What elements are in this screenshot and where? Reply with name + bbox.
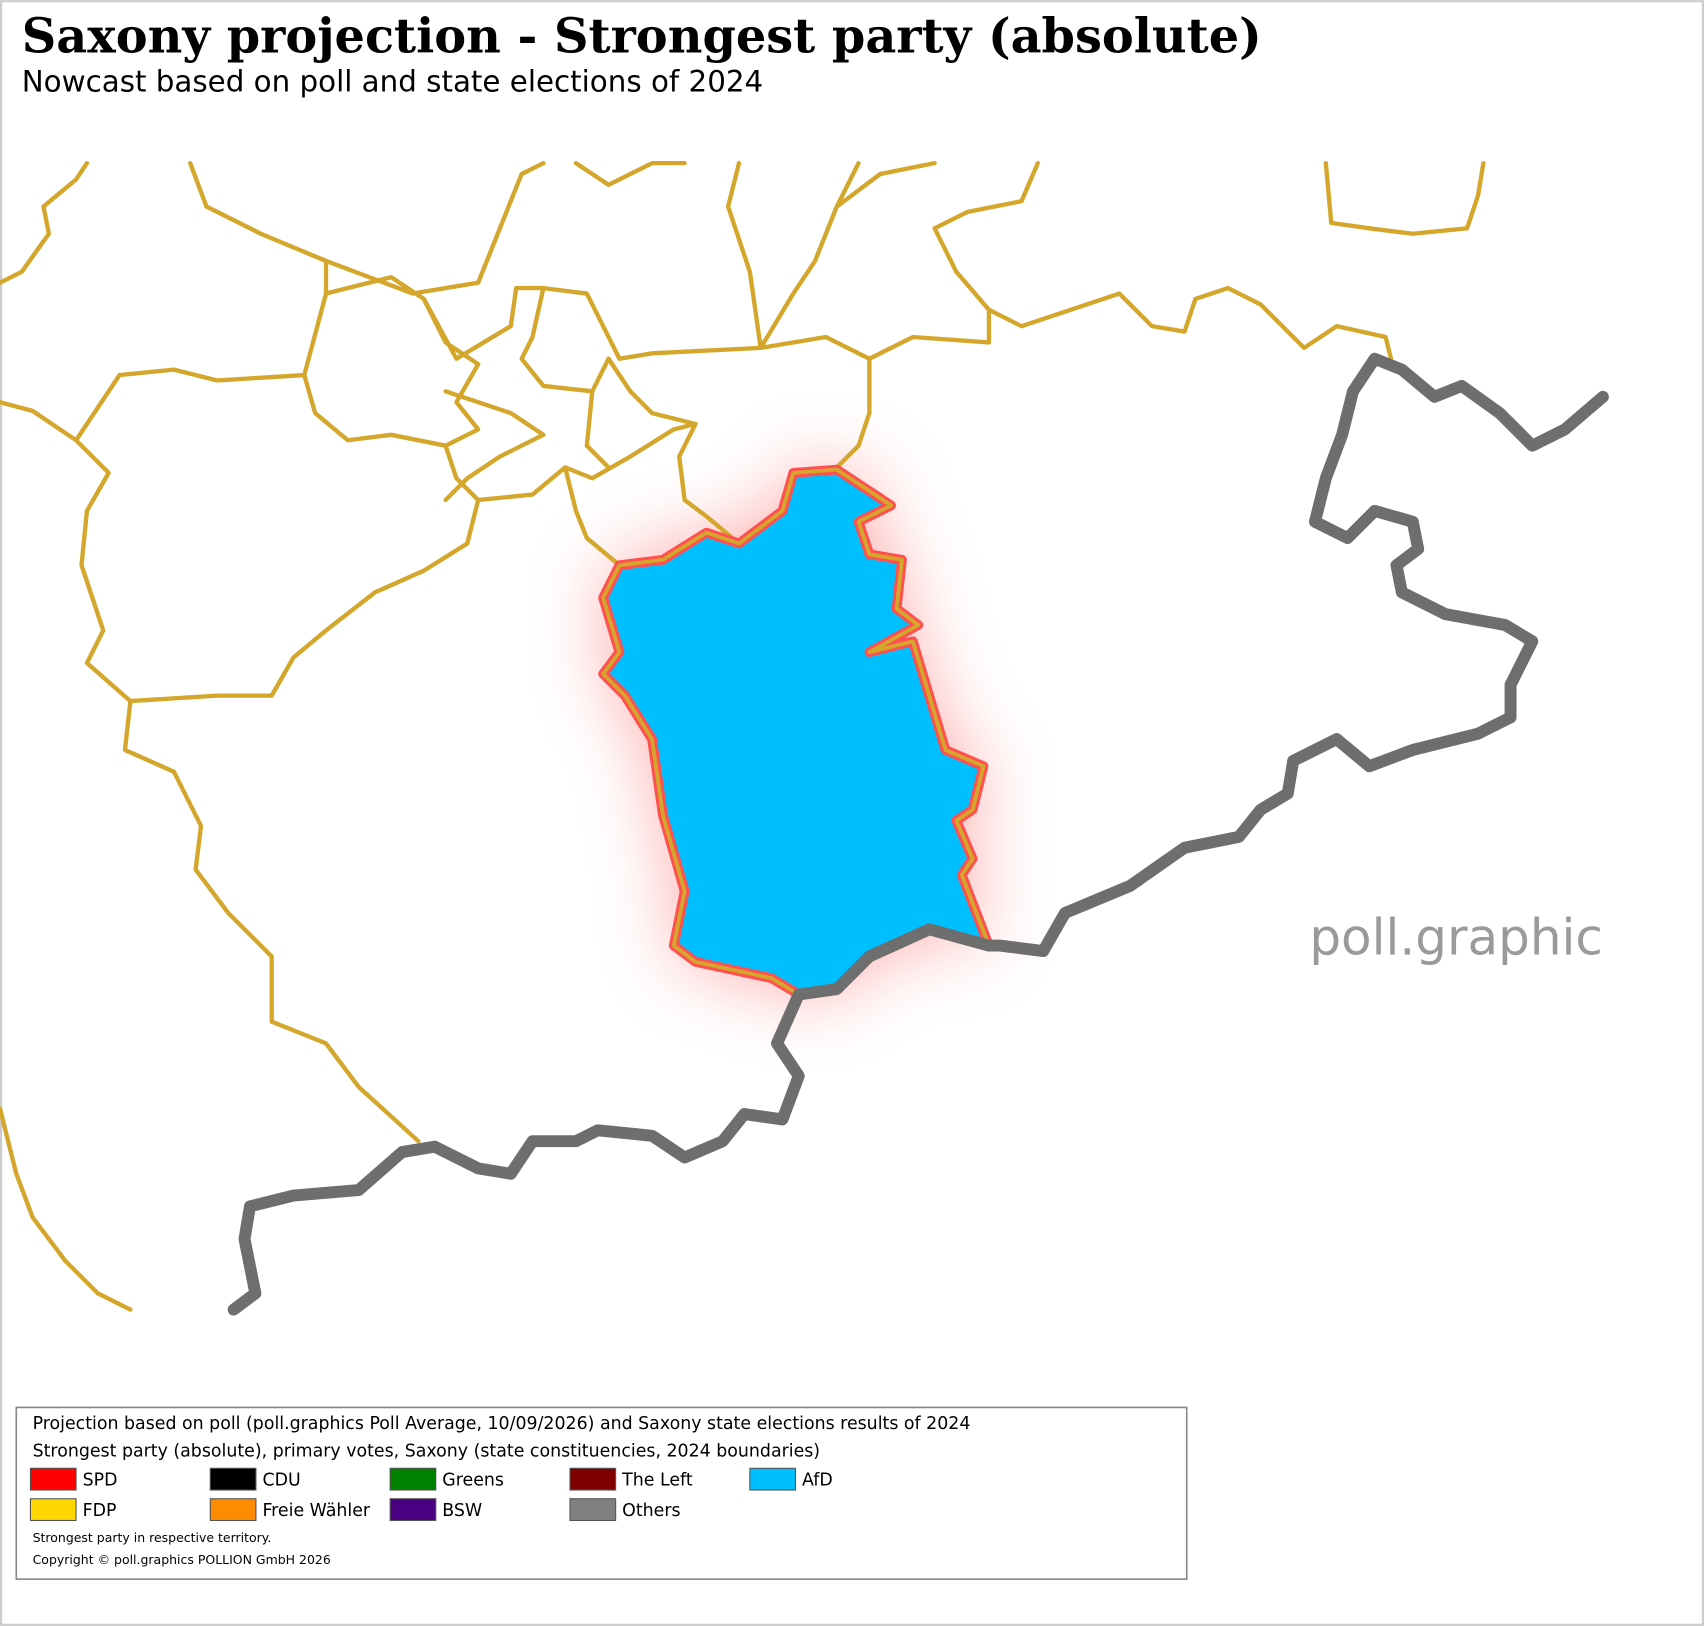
state-border	[227, 352, 1609, 1316]
legend-swatch	[569, 1498, 617, 1522]
watermark: poll.graphic	[1309, 908, 1603, 966]
legend-swatch	[29, 1467, 77, 1491]
legend-label: SPD	[83, 1471, 118, 1491]
legend-box	[15, 1406, 1188, 1580]
legend-label: Freie Wähler	[262, 1501, 370, 1521]
title: Saxony projection - Strongest party (abs…	[22, 8, 1262, 64]
legend-note: Strongest party in respective territory.	[33, 1530, 272, 1545]
legend-label: BSW	[442, 1501, 482, 1521]
legend-swatch	[389, 1498, 437, 1522]
map	[0, 160, 1609, 1316]
legend-swatch	[389, 1467, 437, 1491]
legend-label: The Left	[621, 1471, 693, 1491]
legend-label: FDP	[83, 1501, 117, 1521]
constituency-borders	[0, 160, 1486, 1312]
subtitle: Nowcast based on poll and state election…	[22, 64, 763, 98]
legend: Projection based on poll (poll.graphics …	[15, 1406, 1188, 1580]
legend-swatch	[29, 1498, 77, 1522]
legend-label: Greens	[442, 1471, 504, 1491]
legend-label: Others	[622, 1501, 680, 1521]
legend-heading: Projection based on poll (poll.graphics …	[33, 1414, 971, 1434]
legend-swatch	[209, 1498, 257, 1522]
legend-swatch	[749, 1467, 797, 1491]
legend-label: AfD	[802, 1471, 833, 1491]
legend-swatch	[209, 1467, 257, 1491]
legend-label: CDU	[262, 1471, 300, 1491]
legend-heading: Strongest party (absolute), primary vote…	[33, 1441, 821, 1461]
legend-swatch	[569, 1467, 617, 1491]
legend-note: Copyright © poll.graphics POLLION GmbH 2…	[33, 1552, 331, 1567]
